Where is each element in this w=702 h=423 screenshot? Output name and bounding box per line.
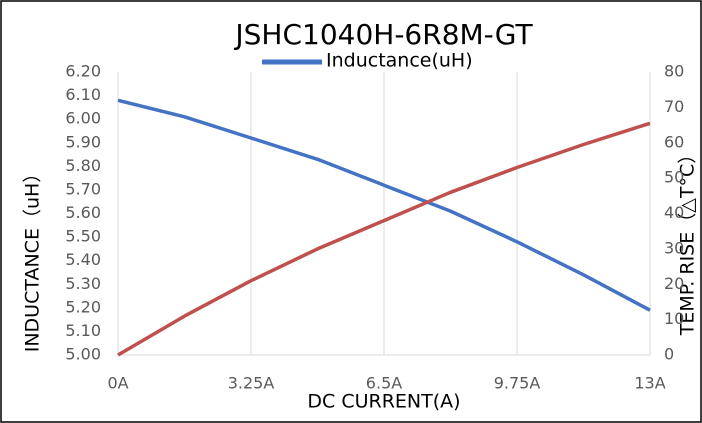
series-line xyxy=(117,98,651,312)
y2-tick-label: 10 xyxy=(664,309,684,328)
x-tick-label: 6.5A xyxy=(366,374,402,393)
y-tick-label: 5.40 xyxy=(65,250,101,269)
x-axis-label: DC CURRENT(A) xyxy=(307,391,460,413)
y2-tick-label: 80 xyxy=(664,62,684,81)
y-tick-label: 5.30 xyxy=(65,274,101,293)
y-tick-label: 5.50 xyxy=(65,227,101,246)
y-tick-label: 5.60 xyxy=(65,203,101,222)
x-tick-label: 0A xyxy=(107,374,128,393)
y-tick-label: 5.20 xyxy=(65,297,101,316)
y-tick-label: 5.10 xyxy=(65,321,101,340)
series-line xyxy=(117,121,651,357)
y-tick-label: 6.20 xyxy=(65,62,101,81)
legend-label: Inductance(uH) xyxy=(326,50,473,72)
y-tick-label: 5.90 xyxy=(65,132,101,151)
y-tick-label: 6.10 xyxy=(65,85,101,104)
y2-tick-label: 50 xyxy=(664,168,684,187)
chart-title: JSHC1040H-6R8M-GT xyxy=(233,18,533,51)
y2-tick-label: 40 xyxy=(664,203,684,222)
y2-tick-label: 30 xyxy=(664,238,684,257)
y-tick-label: 6.00 xyxy=(65,109,101,128)
y-tick-label: 5.00 xyxy=(65,345,101,364)
y2-axis-label: TEMP. RISE（△T°C） xyxy=(677,145,699,336)
y-tick-label: 5.80 xyxy=(65,156,101,175)
x-tick-label: 9.75A xyxy=(494,374,541,393)
x-tick-label: 13A xyxy=(634,374,665,393)
y2-tick-label: 60 xyxy=(664,132,684,151)
y2-tick-label: 70 xyxy=(664,97,684,116)
y-tick-label: 5.70 xyxy=(65,179,101,198)
y2-tick-label: 20 xyxy=(664,274,684,293)
x-tick-label: 3.25A xyxy=(228,374,275,393)
y-axis-label: INDUCTANCE（uH） xyxy=(22,164,44,353)
y2-tick-label: 0 xyxy=(664,345,674,364)
